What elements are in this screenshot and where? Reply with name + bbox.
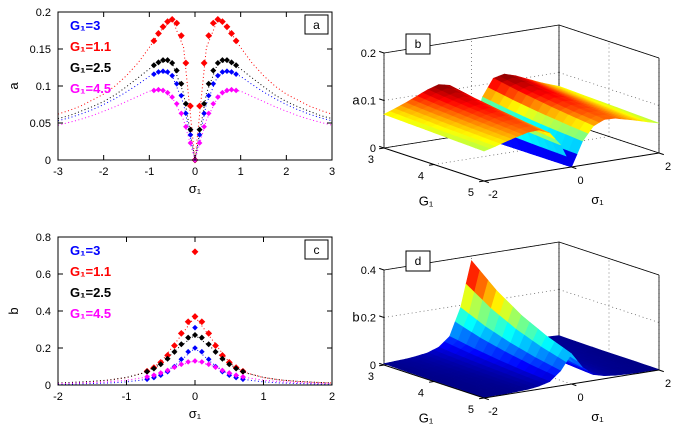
- axis-ticks: [57, 11, 333, 161]
- y-tick-label: 5: [468, 187, 474, 199]
- z-tick-label: 0.4: [361, 265, 376, 277]
- axis-ticks-3d: [379, 267, 664, 401]
- x-tick-label: -1: [144, 166, 154, 178]
- panel-letter-box: [304, 14, 329, 35]
- surface: [382, 260, 660, 398]
- legend-entry: G₁=1.1: [70, 39, 111, 54]
- x-tick-label: -2: [99, 166, 109, 178]
- x-tick-label: 2: [665, 378, 671, 390]
- legend-entry: G₁=1.1: [70, 264, 111, 279]
- y-tick-label: 0: [45, 155, 51, 167]
- y-tick-label: 0.4: [36, 306, 51, 318]
- x-axis-label: σ₁: [189, 181, 202, 196]
- surface: [383, 73, 660, 168]
- y-tick-label: 3: [368, 371, 374, 383]
- y-axis-label: G₁: [419, 411, 434, 426]
- y-tick-label: 5: [468, 404, 474, 416]
- x-tick-label: -1: [122, 391, 132, 403]
- legend-entry: G₁=3: [70, 18, 100, 33]
- z-tick-label: 0.1: [361, 96, 376, 108]
- series-markers: [151, 86, 239, 163]
- y-axis-label: a: [6, 82, 21, 90]
- panel-letter: b: [415, 37, 422, 51]
- series-markers: [144, 358, 246, 380]
- legend-entry: G₁=2.5: [70, 60, 111, 75]
- y-tick-label: 0.1: [36, 81, 51, 93]
- panel-letter-box: [405, 33, 431, 55]
- series-markers: [150, 16, 240, 164]
- panel-a-2d-plot: -3 -2 -1 0 1 2 3 0 0.05 0.1 0.15 0.2 σ₁ a G₁=3 G₁=1.1 G₁…: [6, 7, 335, 196]
- x-axis-label: σ₁: [189, 406, 202, 421]
- z-axis-label: b: [352, 310, 359, 325]
- series-markers: [144, 332, 246, 375]
- y-tick-label: 0.2: [36, 343, 51, 355]
- panel-c-2d-plot: -2 -1 0 1 2 0 0.2 0.4 0.6 0.8 σ₁ b G₁=3 G₁=1.1 G₁=2.5 G…: [6, 232, 335, 421]
- y-tick-label: 0.05: [30, 118, 51, 130]
- x-tick-label: 0: [577, 175, 583, 187]
- x-tick-label: 1: [260, 391, 266, 403]
- z-tick-label: 0.2: [361, 313, 376, 325]
- y-axis-label: G₁: [419, 194, 434, 209]
- x-tick-label: 0: [192, 391, 198, 403]
- x-tick-label: 3: [329, 166, 335, 178]
- x-tick-label: 2: [329, 391, 335, 403]
- y-tick-label: 0.2: [36, 7, 51, 19]
- x-tick-label: -2: [488, 406, 498, 418]
- z-tick-label: 0: [370, 143, 376, 155]
- x-tick-label: -3: [53, 166, 63, 178]
- series-markers: [150, 57, 240, 163]
- y-tick-label: 0.15: [30, 44, 51, 56]
- panel-b-3d-surface: -2 0 2 3 4 5 0 0.1 0.2 σ₁ G₁ a b: [352, 24, 671, 209]
- panel-letter: c: [314, 243, 320, 257]
- legend-entry: G₁=4.5: [70, 306, 111, 321]
- panel-letter: a: [313, 18, 320, 32]
- x-tick-label: 2: [283, 166, 289, 178]
- x-axis-label: σ₁: [591, 409, 604, 424]
- y-tick-label: 4: [418, 388, 424, 400]
- legend-entry: G₁=4.5: [70, 81, 111, 96]
- panel-letter: d: [415, 254, 422, 268]
- y-axis-label: b: [6, 307, 21, 314]
- x-tick-label: 1: [238, 166, 244, 178]
- x-tick-label: 2: [665, 161, 671, 173]
- y-tick-label: 0.8: [36, 232, 51, 244]
- y-tick-label: 0: [45, 380, 51, 392]
- y-tick-label: 0.6: [36, 269, 51, 281]
- y-tick-label: 4: [418, 171, 424, 183]
- x-tick-label: 0: [577, 392, 583, 404]
- z-tick-label: 0: [370, 360, 376, 372]
- legend-entry: G₁=2.5: [70, 285, 111, 300]
- panel-d-3d-surface: -2 0 2 3 4 5 0 0.2 0.4 σ₁ G₁ b d: [352, 241, 671, 426]
- panel-letter-box: [405, 250, 431, 272]
- axes-front-edges: [383, 147, 660, 182]
- x-axis-label: σ₁: [591, 192, 604, 207]
- x-tick-label: -2: [488, 189, 498, 201]
- x-tick-label: -2: [53, 391, 63, 403]
- z-axis-label: a: [352, 93, 360, 108]
- x-tick-label: 0: [192, 166, 198, 178]
- axis-ticks-3d: [379, 50, 664, 184]
- panel-letter-box: [304, 239, 329, 260]
- axis-ticks: [57, 236, 333, 386]
- legend-entry: G₁=3: [70, 243, 100, 258]
- y-tick-label: 3: [368, 154, 374, 166]
- z-tick-label: 0.2: [361, 48, 376, 60]
